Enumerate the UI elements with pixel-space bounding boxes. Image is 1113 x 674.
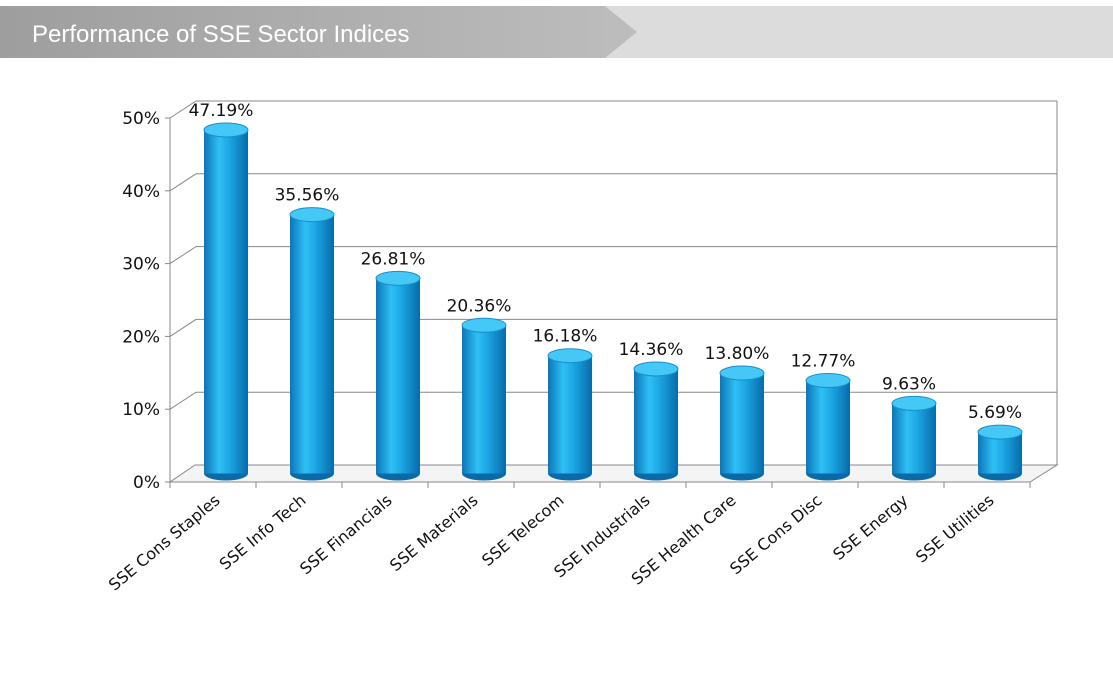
data-label: 5.69% [968, 403, 1022, 423]
bar [720, 373, 764, 474]
bar-top [805, 373, 851, 389]
data-label: 14.36% [619, 340, 684, 360]
bar [892, 403, 936, 474]
grid-line [169, 391, 1057, 410]
bar-group [289, 207, 335, 481]
y-tick-label: 50% [122, 109, 160, 129]
bar-group [203, 122, 249, 481]
grid-line [169, 246, 1057, 265]
y-tick-label: 40% [122, 182, 160, 202]
bar-top [547, 348, 593, 364]
bar [376, 278, 420, 474]
grid-line [169, 100, 1057, 119]
bar-group [891, 395, 937, 481]
bar [290, 214, 334, 474]
data-label: 12.77% [791, 352, 856, 372]
bar [806, 380, 850, 474]
bar-top [891, 395, 937, 411]
bar-group [633, 361, 679, 481]
bar [204, 129, 248, 474]
bar-top [289, 207, 335, 223]
bar-top [977, 424, 1023, 440]
data-label: 16.18% [533, 327, 598, 347]
bar-group [719, 365, 765, 481]
data-label: 26.81% [361, 249, 426, 269]
x-tick-label: SSE Telecom [478, 491, 567, 570]
bar-top [461, 317, 507, 333]
y-tick-label: 10% [122, 400, 160, 420]
bar-top [633, 361, 679, 377]
y-tick-label: 20% [122, 327, 160, 347]
data-label: 13.80% [705, 344, 770, 364]
bar [462, 325, 506, 474]
bar-group [547, 348, 593, 481]
bar-group [375, 270, 421, 481]
bar [634, 368, 678, 474]
data-label: 35.56% [275, 186, 340, 206]
bar-group [977, 424, 1023, 481]
bar [548, 355, 592, 474]
data-label: 20.36% [447, 296, 512, 316]
bar-group [461, 317, 507, 481]
grid-line [169, 318, 1057, 337]
grid-line [169, 173, 1057, 192]
banner [0, 6, 637, 58]
x-tick-label: SSE Materials [386, 491, 482, 576]
x-tick-label: SSE Cons Staples [105, 491, 224, 595]
x-tick-label: SSE Energy [829, 491, 911, 564]
data-label: 9.63% [882, 374, 936, 394]
bar-top [203, 122, 249, 138]
bar-top [375, 270, 421, 286]
x-tick-label: SSE Financials [296, 491, 395, 579]
bar-group [805, 373, 851, 481]
x-tick-label: SSE Cons Disc [726, 491, 825, 579]
y-tick-label: 30% [122, 255, 160, 275]
x-tick-label: SSE Utilities [912, 491, 998, 567]
data-label: 47.19% [189, 101, 254, 121]
y-tick-label: 0% [133, 473, 160, 493]
x-tick-label: SSE Info Tech [216, 491, 310, 574]
chart-title: Performance of SSE Sector Indices [32, 21, 410, 48]
bar-top [719, 365, 765, 381]
